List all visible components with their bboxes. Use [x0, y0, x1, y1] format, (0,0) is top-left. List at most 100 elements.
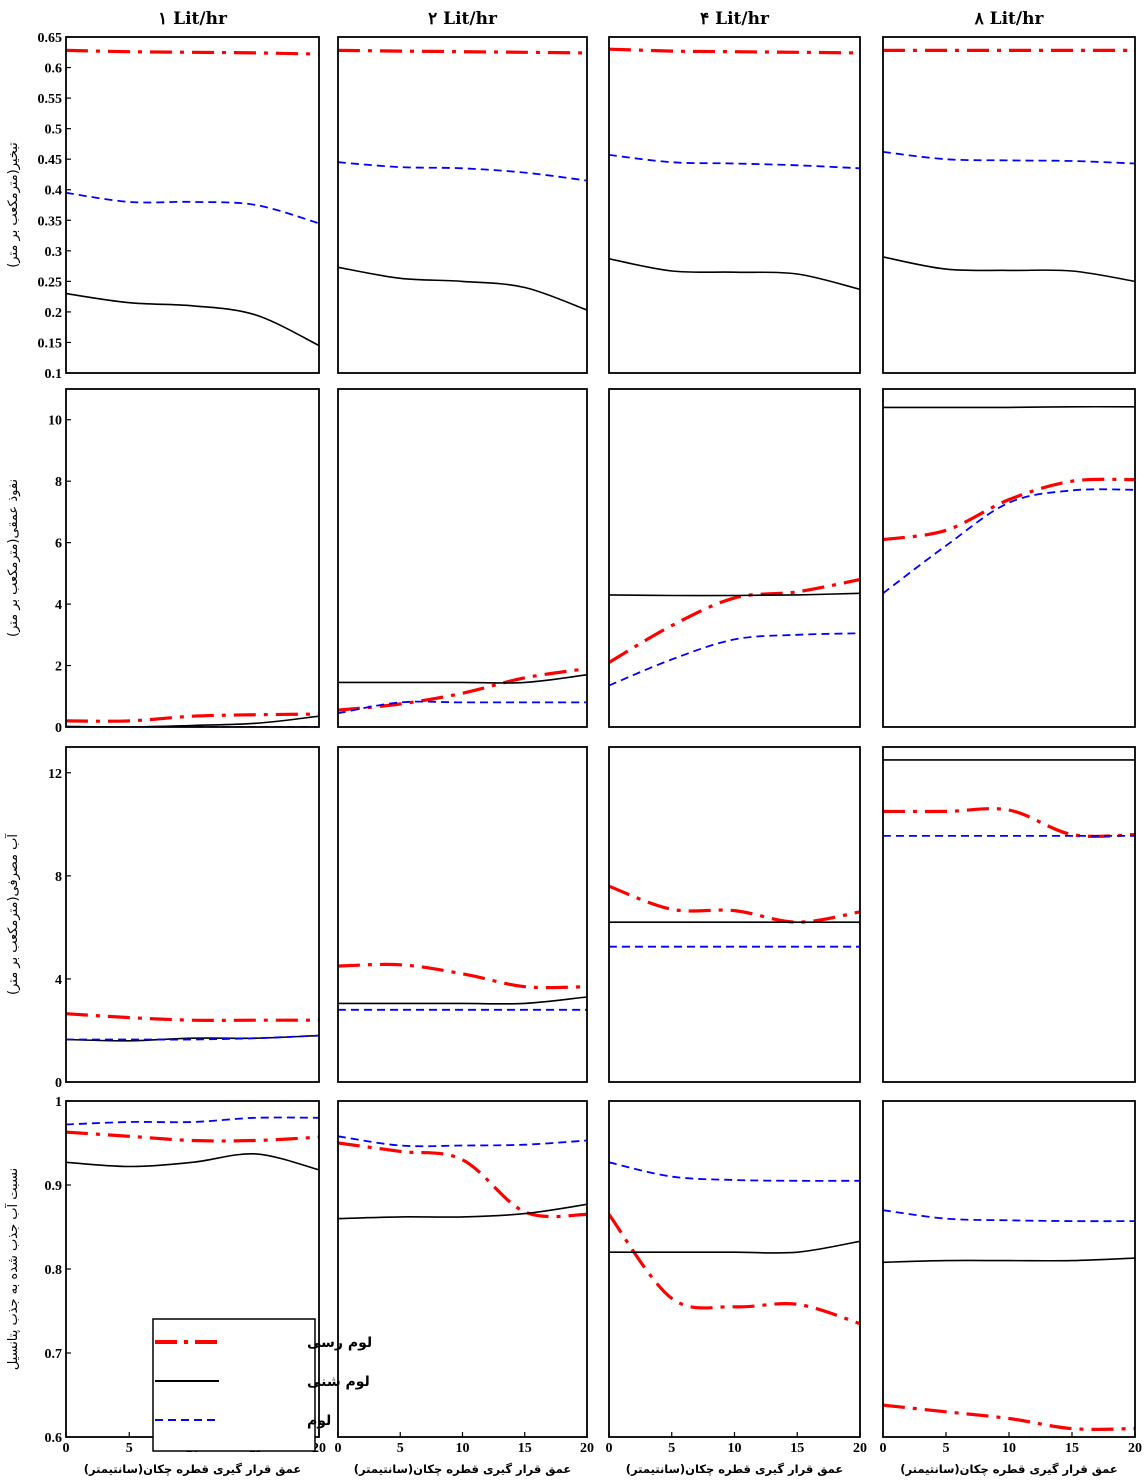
- plot-area: [883, 405, 1135, 595]
- series-line-loam: [66, 1116, 319, 1126]
- x-tick-label: 10: [728, 1441, 742, 1456]
- column-title-2: ٢ Lit/hr: [428, 9, 498, 29]
- y-tick-label: 0.35: [38, 214, 63, 229]
- plot-area: [883, 759, 1135, 839]
- plot-area: [66, 1116, 319, 1171]
- y-tick-label: 0.8: [45, 1263, 63, 1278]
- panel-r1-c3: [608, 36, 861, 374]
- panel-r2-c3: [608, 388, 861, 728]
- series-line-sandy-loam: [338, 266, 587, 311]
- x-tick-label: 15: [518, 1441, 532, 1456]
- y-tick-label: 0.5: [45, 123, 63, 138]
- y-tick-label: 0.2: [45, 306, 63, 321]
- panel-r2-c1: 0 2 4 6 8 10: [48, 388, 320, 736]
- panel-frame: [882, 1100, 1136, 1438]
- plot-area: [66, 1012, 319, 1042]
- y-tick-label: 0.3: [45, 245, 63, 260]
- panel-frame: [65, 746, 320, 1083]
- series-line-clay-loam: [66, 712, 319, 723]
- legend-label-loam: لوم: [307, 1413, 331, 1429]
- y-axis-label-row-3: آب مصرفی(مترمکعب بر متر): [4, 833, 21, 995]
- series-line-clay-loam: [66, 1012, 319, 1022]
- plot-area: [338, 667, 587, 715]
- plot-area: [66, 712, 319, 727]
- series-line-clay-loam: [338, 48, 587, 55]
- x-tick-label: 0: [335, 1441, 342, 1456]
- x-axis-label-col-3: عمق قرار گیری قطره چکان(سانتیمتر): [626, 1462, 843, 1476]
- series-line-sandy-loam: [883, 1257, 1135, 1264]
- row-y-labels: تبخیر(مترمکعب بر متر) نفوذ عمقی(مترمکعب ب…: [4, 142, 21, 1370]
- series-line-loam: [883, 151, 1135, 165]
- series-line-sandy-loam: [66, 292, 319, 347]
- column-title-3: ۴ Lit/hr: [700, 9, 770, 29]
- x-axis-label-col-2: عمق قرار گیری قطره چکان(سانتیمتر): [354, 1462, 571, 1476]
- y-tick-label: 0: [55, 721, 62, 736]
- y-axis-label-row-2: نفوذ عمقی(مترمکعب بر متر): [6, 479, 21, 637]
- series-line-sandy-loam: [66, 1153, 319, 1171]
- column-title-1: ١ Lit/hr: [158, 9, 228, 29]
- panel-r2-c2: [337, 388, 588, 728]
- series-line-loam: [338, 161, 587, 182]
- y-tick-label: 0.55: [38, 92, 63, 107]
- series-line-sandy-loam: [66, 715, 319, 727]
- series-line-loam: [609, 632, 860, 687]
- panel-frame: [608, 746, 861, 1083]
- y-axis-label-row-4: نسبت آب جذب شده به جذب پتانسیل: [4, 1168, 21, 1370]
- plot-area: [609, 577, 860, 687]
- panel-r1-c1: 0.1 0.15 0.2 0.25 0.3 0.35 0.4 0.45 0.5 0.55 0.6 0.…: [38, 31, 320, 382]
- panel-r1-c2: [337, 36, 588, 374]
- x-tick-label: 15: [790, 1441, 804, 1456]
- series-line-loam: [883, 488, 1135, 595]
- x-tick-label: 5: [668, 1441, 675, 1456]
- x-tick-label: 0: [880, 1441, 887, 1456]
- series-line-clay-loam: [609, 47, 860, 55]
- y-tick-label: 0.9: [45, 1179, 63, 1194]
- plot-area: [609, 1161, 860, 1326]
- y-tick-label: 2: [55, 660, 62, 675]
- x-tick-label: 5: [943, 1441, 950, 1456]
- legend-box: [152, 1318, 316, 1452]
- legend-label-clay-loam: لوم رسی: [307, 1335, 372, 1351]
- series-line-loam: [66, 1034, 319, 1041]
- y-tick-label: 0.65: [38, 31, 63, 46]
- plot-area: [66, 48, 319, 347]
- series-line-clay-loam: [609, 577, 860, 664]
- panel-r4-c2: 0 5 10 15 20: [335, 1100, 594, 1456]
- y-tick-label: 8: [55, 475, 62, 490]
- column-title-4: ٨ Lit/hr: [974, 9, 1045, 29]
- series-line-sandy-loam: [609, 592, 860, 597]
- x-tick-label: 0: [63, 1441, 70, 1456]
- y-tick-label: 0.25: [38, 275, 63, 290]
- series-line-clay-loam: [883, 477, 1135, 542]
- y-tick-label: 8: [55, 870, 62, 885]
- series-line-clay-loam: [338, 962, 587, 990]
- x-tick-label: 15: [1065, 1441, 1079, 1456]
- plot-area: [609, 47, 860, 291]
- series-line-clay-loam: [338, 667, 587, 712]
- series-line-clay-loam: [66, 1130, 319, 1143]
- panels: 0.1 0.15 0.2 0.25 0.3 0.35 0.4 0.45 0.5 0.55 0.6 0.…: [38, 31, 1143, 1456]
- y-tick-label: 0.15: [38, 336, 63, 351]
- series-line-loam: [66, 191, 319, 225]
- x-axis-labels: عمق قرار گیری قطره چکان(سانتیمتر) عمق قرا…: [84, 1462, 1118, 1476]
- panel-r4-c4: 0 5 10 15 20: [880, 1100, 1142, 1456]
- x-tick-label: 20: [580, 1441, 594, 1456]
- series-line-clay-loam: [883, 1403, 1135, 1431]
- panel-r1-c4: [882, 36, 1136, 374]
- column-titles: ١ Lit/hr ٢ Lit/hr ۴ Lit/hr ٨ Lit/hr: [158, 9, 1044, 29]
- panel-frame: [337, 1100, 588, 1438]
- x-tick-label: 5: [126, 1441, 133, 1456]
- y-tick-label: 12: [48, 767, 62, 782]
- panel-frame: [882, 36, 1136, 374]
- y-tick-label: 0.4: [45, 184, 63, 199]
- x-tick-label: 20: [853, 1441, 867, 1456]
- y-tick-label: 0.1: [45, 367, 63, 382]
- panel-r4-c3: 0 5 10 15 20: [606, 1100, 867, 1456]
- y-tick-label: 0.6: [45, 1431, 63, 1446]
- panel-frame: [608, 36, 861, 374]
- x-axis-label-col-4: عمق قرار گیری قطره چکان(سانتیمتر): [900, 1462, 1117, 1476]
- series-line-clay-loam: [66, 48, 319, 56]
- panel-frame: [608, 388, 861, 728]
- y-axis-label-row-1: تبخیر(مترمکعب بر متر): [6, 142, 21, 268]
